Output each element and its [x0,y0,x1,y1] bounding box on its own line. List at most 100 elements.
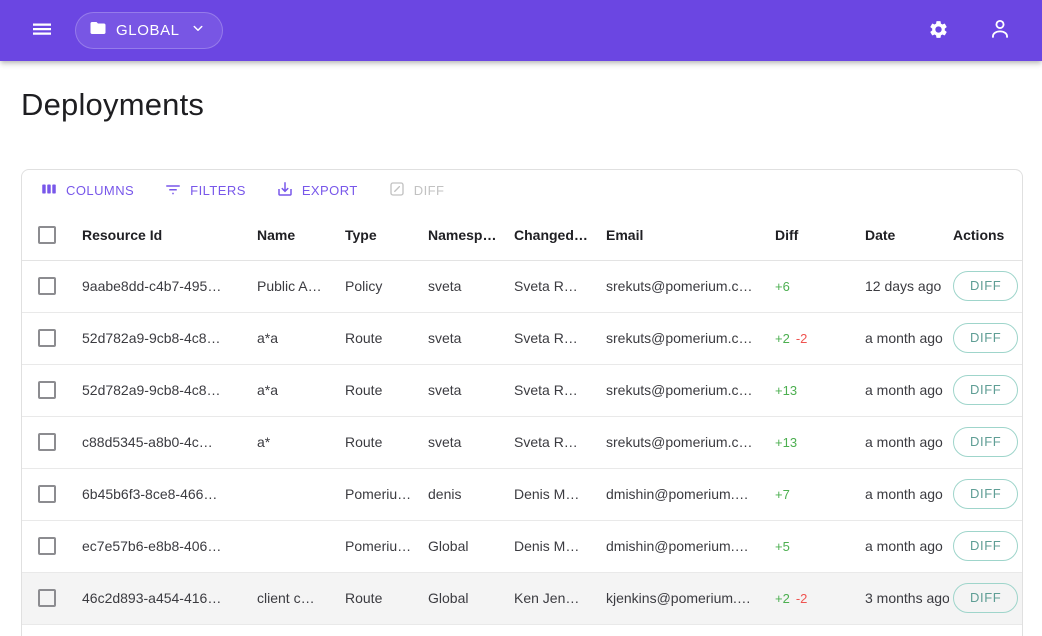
column-header-resource-id[interactable]: Resource Id [78,210,253,260]
cell-diff: +13 [771,364,861,416]
account-button[interactable] [980,11,1020,51]
column-header-date[interactable]: Date [861,210,949,260]
column-header-diff[interactable]: Diff [771,210,861,260]
cell-resource-id: ec7e57b6-e8b8-406… [78,520,253,572]
diff-action-button[interactable]: DIFF [953,375,1018,405]
diff-action-button[interactable]: DIFF [953,323,1018,353]
cell-resource-id: 52d782a9-9cb8-4c8… [78,312,253,364]
menu-icon [30,17,54,44]
row-checkbox[interactable] [38,433,56,451]
cell-namespace: sveta [424,260,510,312]
table-row[interactable]: 52d782a9-9cb8-4c8… a*a Route sveta Sveta… [22,364,1022,416]
diff-action-button[interactable]: DIFF [953,479,1018,509]
cell-resource-id: 52d782a9-9cb8-4c8… [78,364,253,416]
cell-name [253,520,341,572]
cell-email: kjenkins@pomerium.… [602,572,771,624]
cell-resource-id: c88d5345-a8b0-4c… [78,416,253,468]
cell-diff: +7 [771,468,861,520]
menu-button[interactable] [22,11,62,51]
diff-additions: +5 [775,539,790,554]
diff-deletions: -2 [796,331,808,346]
diff-additions: +6 [775,279,790,294]
columns-button[interactable]: COLUMNS [32,176,142,205]
cell-email: srekuts@pomerium.c… [602,260,771,312]
global-namespace-dropdown[interactable]: GLOBAL [75,12,223,49]
folder-icon [89,19,107,42]
cell-actions: DIFF [949,416,1022,468]
row-checkbox[interactable] [38,381,56,399]
cell-actions: DIFF [949,572,1022,624]
appbar: GLOBAL [0,0,1042,61]
cell-diff: +5 [771,520,861,572]
cell-diff: +2 -2 [771,312,861,364]
cell-changed-by: Sveta R… [510,416,602,468]
table-row[interactable]: ec7e57b6-e8b8-406… Pomeriu… Global Denis… [22,520,1022,572]
cell-resource-id: 6b45b6f3-8ce8-466… [78,468,253,520]
filter-icon [164,180,182,201]
row-checkbox[interactable] [38,589,56,607]
columns-button-label: COLUMNS [66,183,134,198]
row-checkbox[interactable] [38,485,56,503]
diff-action-button[interactable]: DIFF [953,271,1018,301]
cell-changed-by: Sveta R… [510,364,602,416]
row-checkbox[interactable] [38,329,56,347]
cell-resource-id: 9aabe8dd-c4b7-495… [78,260,253,312]
cell-name: a*a [253,312,341,364]
table-toolbar: COLUMNS FILTERS EXPORT DIFF [22,170,1022,210]
filters-button[interactable]: FILTERS [156,176,254,205]
cell-namespace: Global [424,520,510,572]
cell-date: 3 months ago [861,572,949,624]
cell-type: Route [341,312,424,364]
column-header-changed-by[interactable]: Changed… [510,210,602,260]
cell-namespace: sveta [424,364,510,416]
row-checkbox[interactable] [38,277,56,295]
diff-action-button[interactable]: DIFF [953,583,1018,613]
cell-changed-by: Sveta R… [510,312,602,364]
cell-type: Pomeriu… [341,520,424,572]
export-download-icon [276,180,294,201]
deployments-table-card: COLUMNS FILTERS EXPORT DIFF [21,169,1023,636]
diff-additions: +13 [775,383,797,398]
settings-gear-icon [928,19,949,43]
cell-type: Route [341,572,424,624]
cell-resource-id: 46c2d893-a454-416… [78,572,253,624]
cell-namespace: sveta [424,312,510,364]
table-row[interactable]: 6b45b6f3-8ce8-466… Pomeriu… denis Denis … [22,468,1022,520]
diff-action-button[interactable]: DIFF [953,427,1018,457]
select-all-checkbox[interactable] [38,226,56,244]
diff-toolbar-button: DIFF [380,176,453,205]
diff-additions: +7 [775,487,790,502]
cell-actions: DIFF [949,364,1022,416]
table-row[interactable]: 9aabe8dd-c4b7-495… Public A… Policy svet… [22,260,1022,312]
filters-button-label: FILTERS [190,183,246,198]
cell-email: dmishin@pomerium.… [602,468,771,520]
cell-date: a month ago [861,520,949,572]
cell-date: a month ago [861,312,949,364]
row-checkbox[interactable] [38,537,56,555]
table-row[interactable]: 46c2d893-a454-416… client c… Route Globa… [22,572,1022,624]
cell-type: Pomeriu… [341,468,424,520]
column-header-namespace[interactable]: Namesp… [424,210,510,260]
column-header-actions[interactable]: Actions [949,210,1022,260]
column-header-email[interactable]: Email [602,210,771,260]
export-button[interactable]: EXPORT [268,176,366,205]
columns-icon [40,180,58,201]
column-header-name[interactable]: Name [253,210,341,260]
cell-date: 12 days ago [861,260,949,312]
cell-email: srekuts@pomerium.c… [602,312,771,364]
cell-namespace: denis [424,468,510,520]
cell-name [253,468,341,520]
cell-name: Public A… [253,260,341,312]
diff-toolbar-button-label: DIFF [414,183,445,198]
diff-additions: +2 [775,331,790,346]
diff-action-button[interactable]: DIFF [953,531,1018,561]
cell-date: a month ago [861,468,949,520]
chevron-down-icon [189,19,207,42]
table-row[interactable]: 52d782a9-9cb8-4c8… a*a Route sveta Sveta… [22,312,1022,364]
global-namespace-label: GLOBAL [116,22,180,39]
table-row[interactable]: c88d5345-a8b0-4c… a* Route sveta Sveta R… [22,416,1022,468]
cell-name: client c… [253,572,341,624]
column-header-type[interactable]: Type [341,210,424,260]
settings-button[interactable] [918,11,958,51]
edit-diff-icon [388,180,406,201]
